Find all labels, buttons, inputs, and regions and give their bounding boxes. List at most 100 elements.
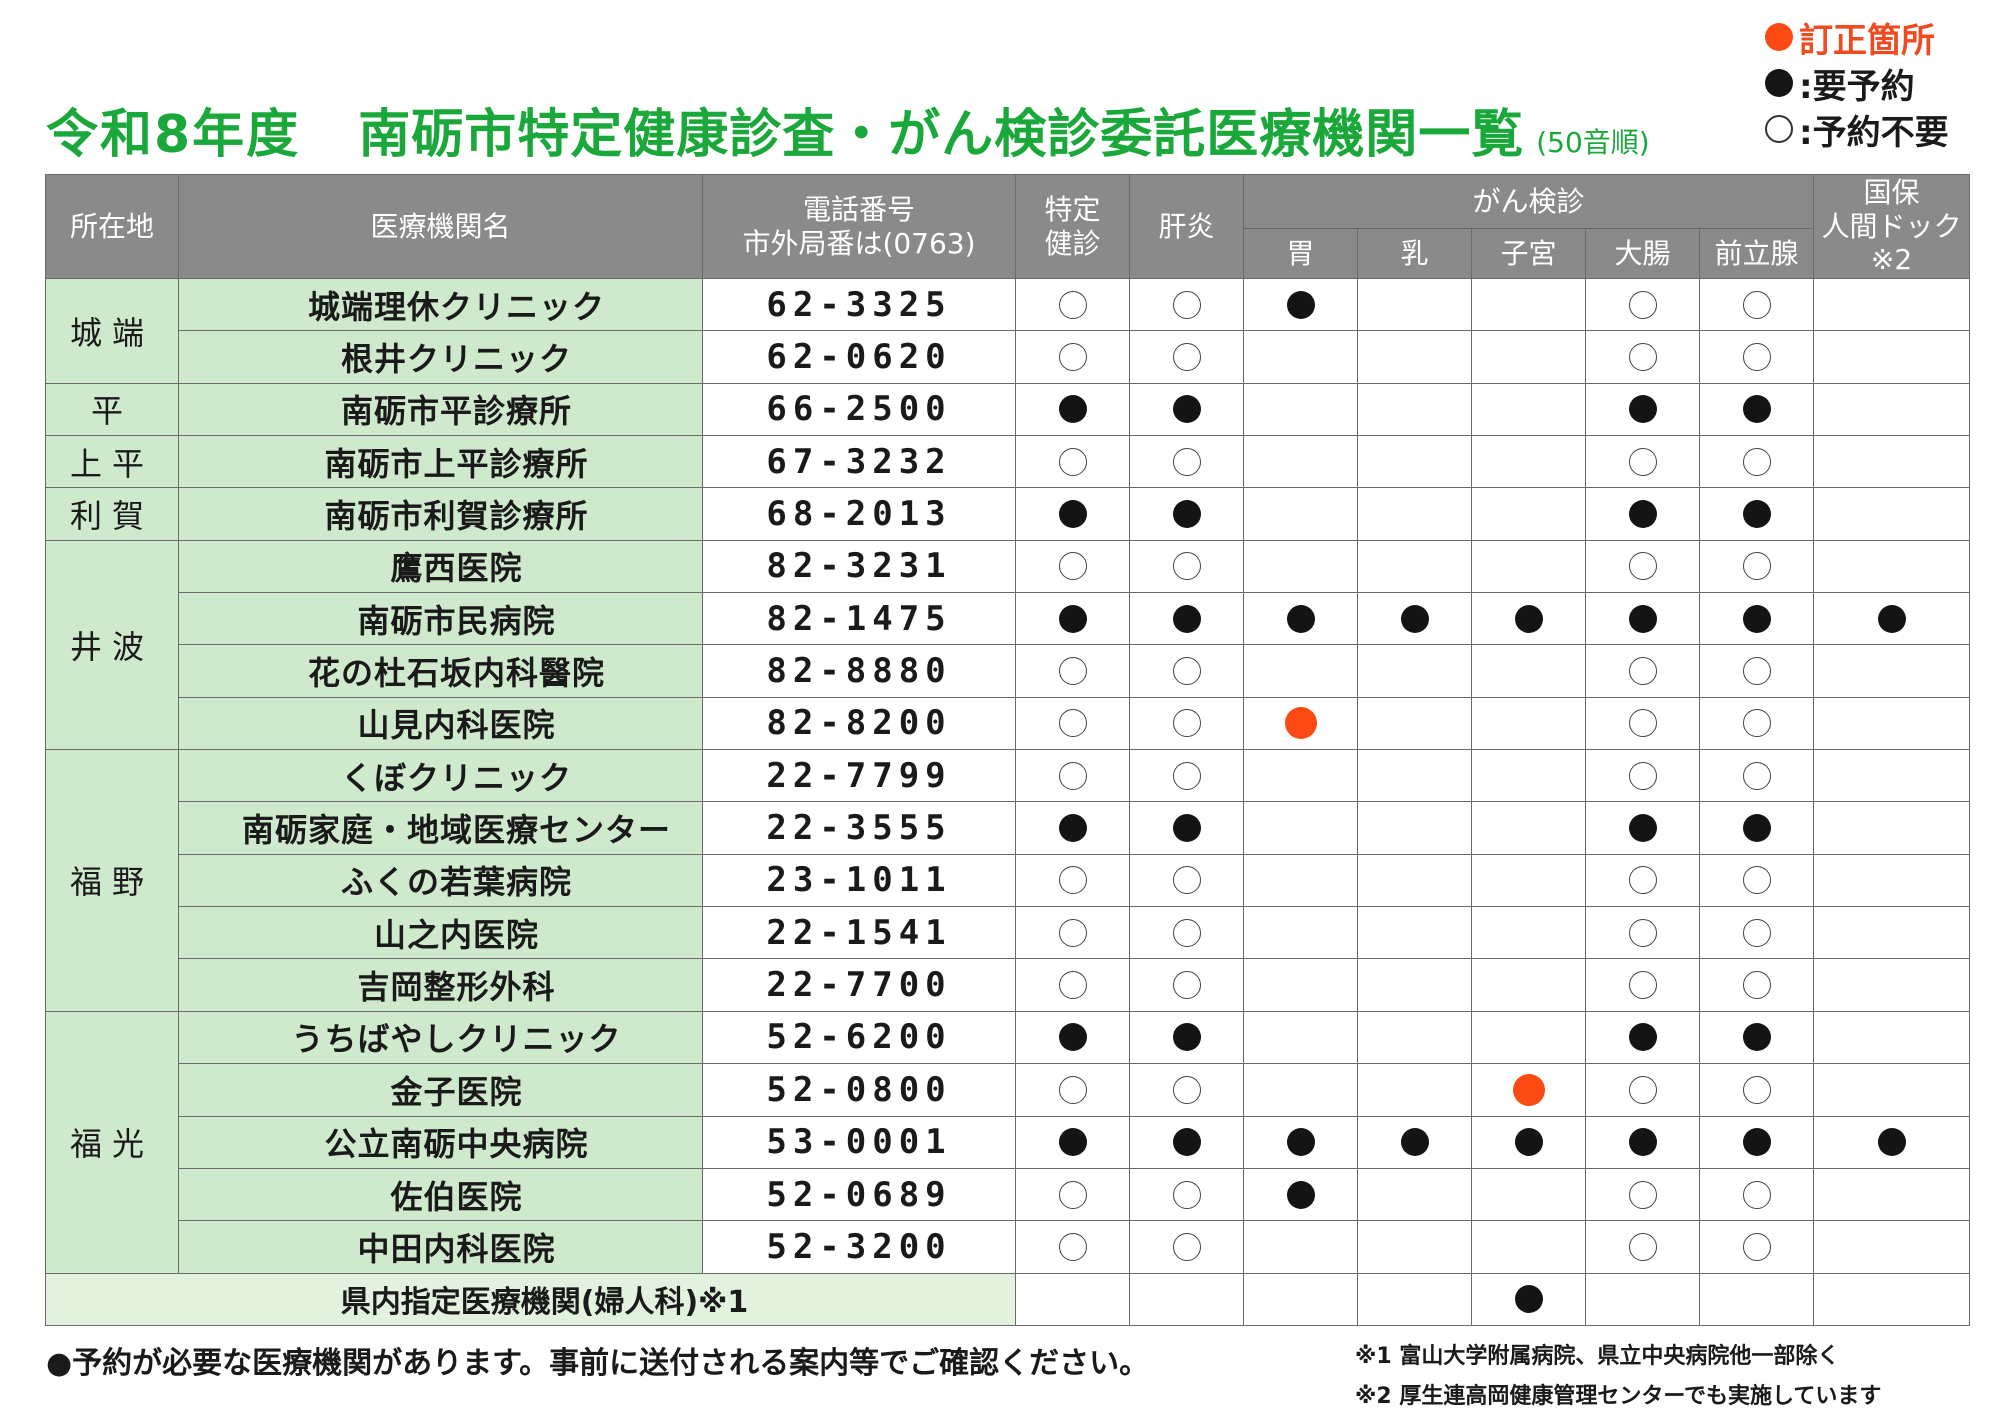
table-row: 福野 くぼクリニック 22-7799: [45, 749, 1971, 1012]
filled-dot-icon: [1628, 604, 1657, 633]
institution-name: 南砺市民病院: [178, 592, 703, 646]
mark-cell: [1585, 592, 1700, 646]
mark-cell: [1698, 1272, 1815, 1327]
mark-cell: [1243, 1063, 1358, 1117]
mark-cell: [1698, 749, 1815, 803]
mark-cell: [1129, 749, 1244, 803]
mark-cell: [1243, 539, 1358, 594]
note-1: ※1 富山大学附属病院、県立中央病院他一部除く: [1355, 1344, 1840, 1369]
open-circle-icon: [1172, 971, 1201, 1000]
mark-cell: [1813, 801, 1971, 855]
red-dot-icon: [1765, 23, 1793, 51]
filled-dot-icon: [1628, 500, 1657, 529]
header-area: 所在地: [45, 174, 179, 279]
header-tokutei: 特定 健診: [1015, 174, 1130, 279]
table-row: ふくの若葉病院 23-1011: [46, 853, 1971, 908]
mark-cell: [1471, 1220, 1586, 1274]
open-circle-icon: [1058, 761, 1087, 790]
mark-cell: [1813, 644, 1971, 698]
mark-cell: [1357, 382, 1472, 437]
mark-cell: [1015, 644, 1130, 698]
note-2: ※2 厚生連高岡健康管理センターでも実施しています: [1355, 1384, 1882, 1409]
phone-number: 22-1541: [702, 906, 1016, 960]
mark-cell: [1585, 644, 1700, 698]
open-circle-icon: [1742, 1180, 1771, 1209]
open-circle-icon: [1172, 447, 1201, 476]
header-breast: 乳: [1357, 228, 1472, 279]
header-uterus: 子宮: [1471, 228, 1586, 279]
table-row: 公立南砺中央病院 53-0001: [46, 1115, 1971, 1169]
mark-cell: [1357, 330, 1472, 384]
open-circle-icon: [1058, 709, 1087, 738]
open-circle-icon: [1058, 1232, 1087, 1261]
legend-reserve: :要予約: [1765, 60, 1995, 107]
open-circle-icon: [1058, 918, 1087, 947]
mark-cell: [1243, 487, 1358, 541]
phone-number: 52-0689: [702, 1167, 1016, 1222]
open-circle-icon: [1628, 709, 1657, 738]
mark-cell: [1813, 696, 1971, 751]
mark-cell: [1357, 1220, 1472, 1274]
mark-cell: [1357, 906, 1472, 960]
open-circle-icon: [1628, 343, 1657, 372]
filled-dot-icon: [1058, 814, 1087, 843]
mark-cell: [1585, 487, 1700, 541]
open-circle-icon: [1742, 657, 1771, 686]
mark-cell: [1471, 1063, 1586, 1117]
header-phone: 電話番号 市外局番は(0763): [702, 174, 1016, 279]
open-circle-icon: [1058, 1180, 1087, 1209]
mark-cell: [1585, 958, 1700, 1012]
filled-dot-icon: [1172, 1128, 1201, 1157]
open-circle-icon: [1628, 1075, 1657, 1104]
open-circle-icon: [1628, 866, 1657, 895]
institution-name: 山之内医院: [178, 906, 703, 960]
mark-cell: [1129, 1272, 1244, 1327]
mark-cell: [1357, 1115, 1472, 1169]
table-row: 佐伯医院 52-0689: [46, 1167, 1971, 1222]
mark-cell: [1015, 801, 1130, 855]
mark-cell: [1698, 435, 1815, 489]
mark-cell: [1813, 435, 1971, 489]
open-circle-icon: [1628, 971, 1657, 1000]
mark-cell: [1813, 330, 1971, 384]
mark-cell: [1357, 1010, 1472, 1065]
area-cell: 上平: [45, 435, 179, 489]
mark-cell: [1585, 539, 1700, 594]
filled-dot-icon: [1877, 604, 1906, 633]
mark-cell: [1813, 592, 1971, 646]
mark-cell: [1015, 749, 1130, 803]
mark-cell: [1357, 958, 1472, 1012]
open-circle-icon: [1742, 290, 1771, 319]
mark-cell: [1357, 592, 1472, 646]
phone-number: 82-8200: [702, 696, 1016, 751]
filled-dot-icon: [1286, 1180, 1315, 1209]
mark-cell: [1129, 1063, 1244, 1117]
mark-cell: [1585, 1010, 1700, 1065]
filled-dot-icon: [1058, 604, 1087, 633]
institution-name: 山見内科医院: [178, 696, 703, 751]
filled-dot-icon: [1742, 1128, 1771, 1157]
legend: 訂正箇所 :要予約 :予約不要: [1765, 14, 1995, 153]
mark-cell: [1357, 1063, 1472, 1117]
institution-name: 金子医院: [178, 1063, 703, 1117]
mark-cell: [1243, 435, 1358, 489]
legend-no-reserve: :予約不要: [1765, 106, 1995, 153]
mark-cell: [1698, 539, 1815, 594]
mark-cell: [1585, 1115, 1700, 1169]
open-circle-icon: [1628, 918, 1657, 947]
mark-cell: [1585, 1063, 1700, 1117]
mark-cell: [1698, 958, 1815, 1012]
table-row: 南砺家庭・地域医療センター 22-3555: [46, 801, 1971, 855]
filled-dot-icon: [1172, 604, 1201, 633]
mark-cell: [1243, 382, 1358, 437]
mark-cell: [1585, 330, 1700, 384]
mark-cell: [1471, 906, 1586, 960]
mark-cell: [1698, 382, 1815, 437]
institution-name: 吉岡整形外科: [178, 958, 703, 1012]
mark-cell: [1698, 696, 1815, 751]
mark-cell: [1357, 801, 1472, 855]
header-gan: がん検診: [1242, 174, 1815, 229]
mark-cell: [1357, 487, 1472, 541]
filled-dot-icon: [1742, 1023, 1771, 1052]
table-row-footer: 県内指定医療機関(婦人科)※1: [45, 1272, 1971, 1327]
